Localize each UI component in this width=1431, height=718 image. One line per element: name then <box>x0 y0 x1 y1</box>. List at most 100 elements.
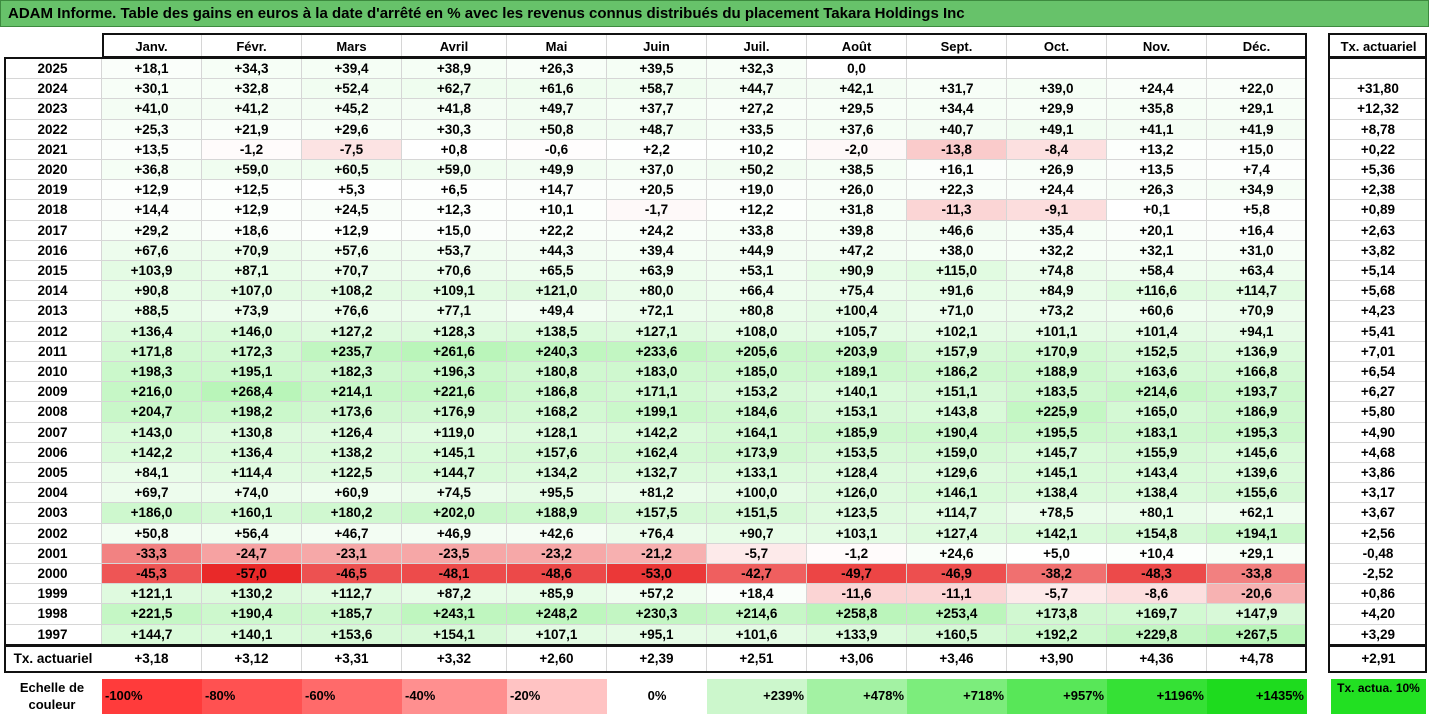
gain-cell: +41,1 <box>1107 119 1207 140</box>
gain-cell: +105,7 <box>807 321 907 342</box>
gain-cell: +194,1 <box>1207 523 1307 544</box>
gain-cell: -1,2 <box>807 543 907 564</box>
gain-cell: +162,4 <box>607 442 707 463</box>
gain-cell: -46,5 <box>302 564 402 585</box>
gain-cell: +15,0 <box>402 220 507 241</box>
year-label: 2010 <box>4 362 102 383</box>
gain-cell: +10,1 <box>507 200 607 221</box>
summary-rate-cell: +3,32 <box>402 645 507 672</box>
gain-cell: +142,2 <box>102 442 202 463</box>
gain-cell: +112,7 <box>302 584 402 605</box>
gain-cell: +115,0 <box>907 261 1007 282</box>
gain-cell: +62,7 <box>402 79 507 100</box>
year-label: 2006 <box>4 442 102 463</box>
gain-cell: +101,1 <box>1007 321 1107 342</box>
gain-cell: +195,5 <box>1007 422 1107 443</box>
column-header: Août <box>807 35 907 58</box>
gain-cell: +32,8 <box>202 79 302 100</box>
gain-cell: +253,4 <box>907 604 1007 625</box>
rate-cell: +12,32 <box>1330 99 1427 120</box>
column-header: Févr. <box>202 35 302 58</box>
gain-cell: +20,1 <box>1107 220 1207 241</box>
gain-cell: +26,9 <box>1007 160 1107 181</box>
year-label: 2021 <box>4 139 102 160</box>
gain-cell: +88,5 <box>102 301 202 322</box>
gain-cell: +42,6 <box>507 523 607 544</box>
gain-cell <box>1207 59 1307 80</box>
gain-cell: +127,2 <box>302 321 402 342</box>
gain-cell: +24,4 <box>1107 79 1207 100</box>
gain-cell: +13,5 <box>1107 160 1207 181</box>
column-header: Mars <box>302 35 402 58</box>
gain-cell: +37,0 <box>607 160 707 181</box>
gain-cell: +108,0 <box>707 321 807 342</box>
gain-cell: +7,4 <box>1207 160 1307 181</box>
summary-rate-cell: +3,12 <box>202 645 302 672</box>
gain-cell: +24,5 <box>302 200 402 221</box>
gain-cell: +73,2 <box>1007 301 1107 322</box>
gain-cell: +198,2 <box>202 402 302 423</box>
gain-cell: +59,0 <box>202 160 302 181</box>
color-scale-step: +1196% <box>1107 679 1207 714</box>
gain-cell: +144,7 <box>402 463 507 484</box>
gain-cell: +34,3 <box>202 59 302 80</box>
gain-cell: +78,5 <box>1007 503 1107 524</box>
gain-cell: +91,6 <box>907 281 1007 302</box>
gain-cell: +116,6 <box>1107 281 1207 302</box>
gain-cell: +186,0 <box>102 503 202 524</box>
gain-cell: +143,8 <box>907 402 1007 423</box>
gain-cell: +74,5 <box>402 483 507 504</box>
gain-cell: +24,4 <box>1007 180 1107 201</box>
gain-cell: +229,8 <box>1107 624 1207 645</box>
gain-cell: +145,6 <box>1207 442 1307 463</box>
gain-cell: +36,8 <box>102 160 202 181</box>
gain-cell: -48,3 <box>1107 564 1207 585</box>
gain-cell: +103,1 <box>807 523 907 544</box>
rate-cell: -2,52 <box>1330 564 1427 585</box>
gain-cell: +159,0 <box>907 442 1007 463</box>
gain-cell: +127,4 <box>907 523 1007 544</box>
gain-cell: +214,6 <box>707 604 807 625</box>
gain-cell: +32,1 <box>1107 240 1207 261</box>
gain-cell: +5,0 <box>1007 543 1107 564</box>
gain-cell: -8,6 <box>1107 584 1207 605</box>
gain-cell: +128,3 <box>402 321 507 342</box>
gain-cell: +39,4 <box>607 240 707 261</box>
gain-cell: +185,9 <box>807 422 907 443</box>
gain-cell: +100,4 <box>807 301 907 322</box>
gain-cell: +26,3 <box>507 59 607 80</box>
gain-cell: +119,0 <box>402 422 507 443</box>
rate-cell: +31,80 <box>1330 79 1427 100</box>
gain-cell: +183,1 <box>1107 422 1207 443</box>
gain-cell: +58,4 <box>1107 261 1207 282</box>
gain-cell: +157,5 <box>607 503 707 524</box>
gain-cell: +45,2 <box>302 99 402 120</box>
gain-cell: +29,2 <box>102 220 202 241</box>
rate-cell: +3,29 <box>1330 624 1427 645</box>
gain-cell: +27,2 <box>707 99 807 120</box>
gain-cell: +143,4 <box>1107 463 1207 484</box>
gain-cell: -5,7 <box>1007 584 1107 605</box>
gain-cell: +34,9 <box>1207 180 1307 201</box>
gain-cell: +136,9 <box>1207 341 1307 362</box>
color-scale-label: Echelle de couleur <box>19 680 85 712</box>
gain-cell: +39,8 <box>807 220 907 241</box>
gain-cell: +109,1 <box>402 281 507 302</box>
gain-cell: +46,9 <box>402 523 507 544</box>
gain-cell: +103,9 <box>102 261 202 282</box>
rate-cell: +4,23 <box>1330 301 1427 322</box>
gain-cell: +180,2 <box>302 503 402 524</box>
gain-cell: +53,1 <box>707 261 807 282</box>
rate-cell: +6,27 <box>1330 382 1427 403</box>
gain-cell: -33,3 <box>102 543 202 564</box>
gain-cell: +18,4 <box>707 584 807 605</box>
rate-cell: +5,68 <box>1330 281 1427 302</box>
gain-cell: +168,2 <box>507 402 607 423</box>
gain-cell: +0,8 <box>402 139 507 160</box>
gain-cell: +31,7 <box>907 79 1007 100</box>
column-header: Juil. <box>707 35 807 58</box>
gain-cell: +121,0 <box>507 281 607 302</box>
gain-cell: +193,7 <box>1207 382 1307 403</box>
gain-cell: -24,7 <box>202 543 302 564</box>
